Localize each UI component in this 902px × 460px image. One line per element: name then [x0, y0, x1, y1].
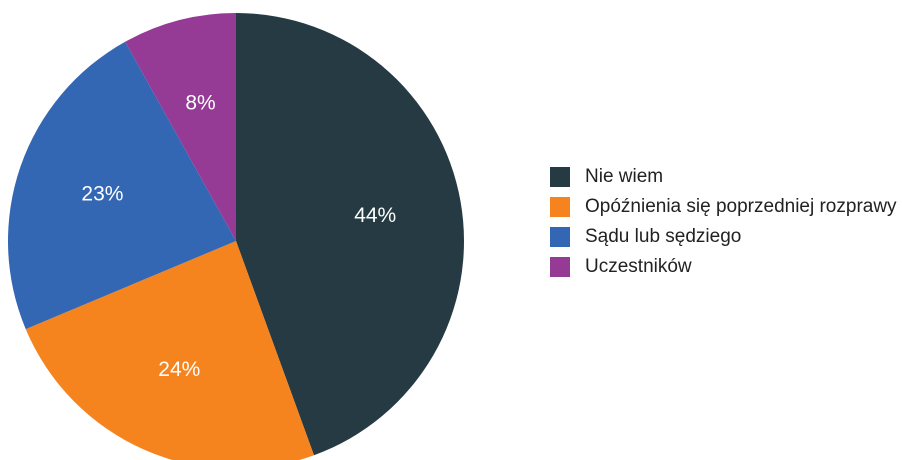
- legend-label: Nie wiem: [585, 166, 663, 187]
- data-label: 8%: [185, 92, 215, 115]
- data-label: 24%: [158, 358, 200, 381]
- legend-swatch: [550, 197, 570, 217]
- legend-label: Uczestników: [585, 256, 692, 277]
- pie-slice: [25, 241, 314, 460]
- pie-slice: [125, 13, 236, 241]
- data-label: 44%: [354, 204, 396, 227]
- pie-slice: [7, 41, 236, 330]
- legend-swatch: [550, 167, 570, 187]
- data-label: 23%: [81, 182, 123, 205]
- legend-label: Opóźnienia się poprzedniej rozprawy: [585, 196, 897, 217]
- legend-label: Sądu lub sędziego: [585, 226, 741, 247]
- legend-swatch: [550, 227, 570, 247]
- pie-slice: [236, 13, 465, 456]
- legend-swatch: [550, 257, 570, 277]
